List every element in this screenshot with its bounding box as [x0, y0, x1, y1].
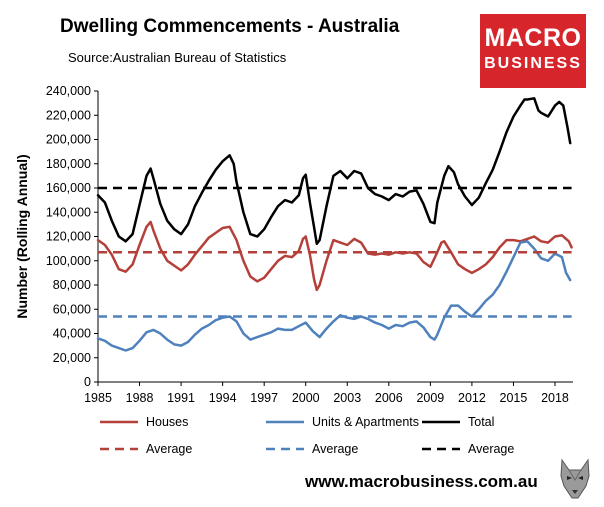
y-tick-label: 120,000: [46, 230, 91, 244]
chart-title: Dwelling Commencements - Australia: [60, 16, 400, 37]
legend-label-total: Total: [468, 415, 494, 429]
legend-label-houses: Houses: [146, 415, 188, 429]
chart-source: Source:Australian Bureau of Statistics: [68, 50, 287, 65]
x-tick-label: 1985: [84, 391, 112, 405]
y-tick-label: 60,000: [53, 302, 91, 316]
y-axis-label: Number (Rolling Annual): [14, 154, 30, 318]
y-tick-label: 140,000: [46, 205, 91, 219]
y-tick-label: 220,000: [46, 108, 91, 122]
series-houses-line: [96, 220, 573, 292]
series-units-line: [96, 240, 572, 352]
wolf-icon: [556, 456, 594, 502]
x-tick-label: 1991: [167, 391, 195, 405]
y-tick-label: 80,000: [53, 278, 91, 292]
legend-label-units: Units & Apartments: [312, 415, 419, 429]
legend-label-houses-average: Average: [146, 442, 192, 456]
footer-url: www.macrobusiness.com.au: [305, 472, 538, 491]
logo-line-2: BUSINESS: [484, 55, 582, 72]
logo-line-1: MACRO: [484, 24, 582, 52]
y-tick-label: 100,000: [46, 254, 91, 268]
x-tick-label: 2012: [458, 391, 486, 405]
y-tick-label: 20,000: [53, 351, 91, 365]
x-tick-label: 2018: [541, 391, 569, 405]
macrobusiness-logo: MACRO BUSINESS: [480, 14, 586, 88]
y-tick-label: 40,000: [53, 327, 91, 341]
y-tick-label: 200,000: [46, 133, 91, 147]
x-tick-label: 2006: [375, 391, 403, 405]
x-tick-label: 1988: [126, 391, 154, 405]
y-tick-label: 0: [84, 375, 91, 389]
series-total-line: [96, 97, 572, 246]
x-tick-label: 2000: [292, 391, 320, 405]
x-tick-label: 1994: [209, 391, 237, 405]
y-tick-label: 180,000: [46, 157, 91, 171]
x-tick-label: 2015: [500, 391, 528, 405]
legend-label-units-average: Average: [312, 442, 358, 456]
legend-label-total-average: Average: [468, 442, 514, 456]
y-tick-label: 160,000: [46, 181, 91, 195]
x-tick-label: 2003: [333, 391, 361, 405]
x-tick-label: 1997: [250, 391, 278, 405]
y-tick-label: 240,000: [46, 84, 91, 98]
x-tick-label: 2009: [416, 391, 444, 405]
